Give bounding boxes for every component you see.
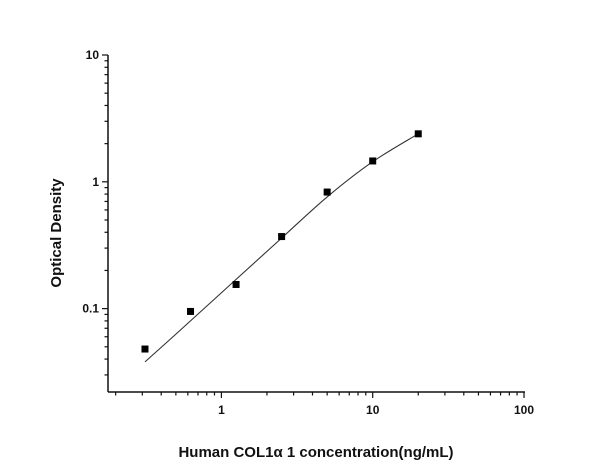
y-tick-label: 0.1	[82, 302, 99, 316]
data-point-marker	[414, 130, 422, 138]
plot-area: 0.1 1 10 1 10 100	[82, 48, 534, 417]
x-axis-title: Human COL1α 1 concentration(ng/mL)	[178, 444, 453, 461]
x-tick-label: 100	[514, 403, 534, 417]
x-tick-label: 1	[218, 403, 225, 417]
data-point-marker	[278, 233, 286, 241]
x-tick-label: 10	[366, 403, 380, 417]
data-point-marker	[323, 188, 331, 196]
data-point-marker	[187, 307, 195, 315]
y-tick-label: 10	[86, 48, 100, 62]
data-point-marker	[369, 157, 377, 165]
data-point-marker	[141, 345, 149, 353]
y-tick-label: 1	[92, 175, 99, 189]
y-axis-title: Optical Density	[48, 178, 65, 288]
fitted-curve	[144, 133, 419, 363]
data-point-marker	[232, 280, 240, 288]
